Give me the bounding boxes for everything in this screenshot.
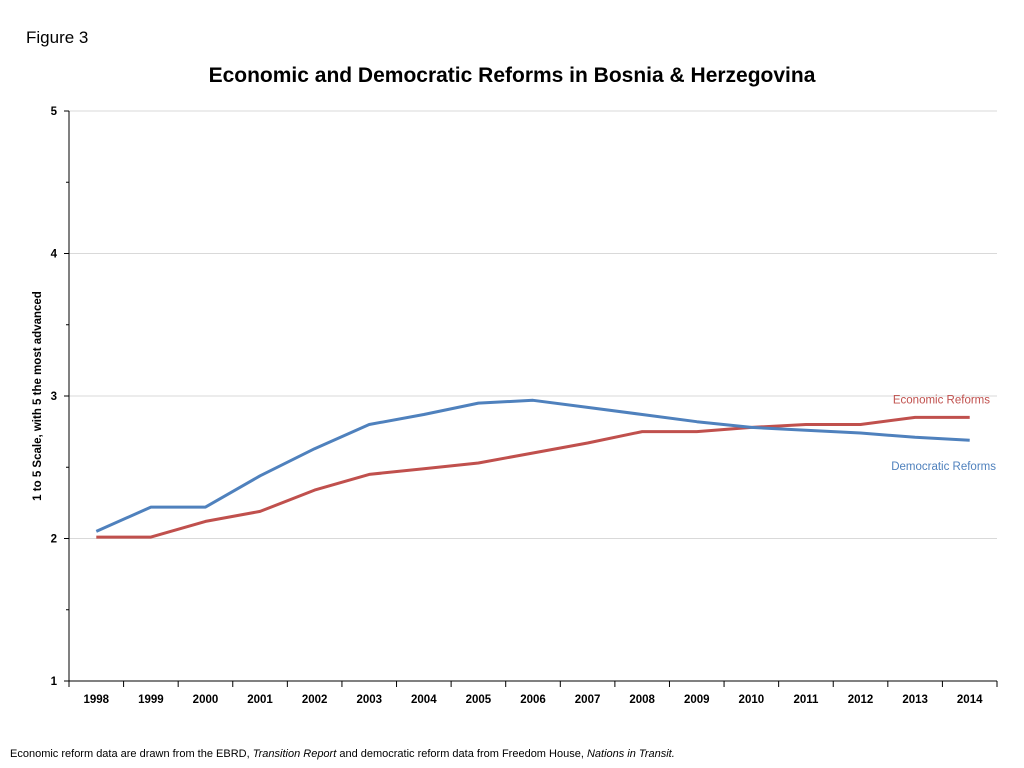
democratic-reforms-line [95, 398, 970, 533]
footnote: Economic reform data are drawn from the … [10, 748, 675, 760]
footnote-text-1: Economic reform data are drawn from the … [10, 748, 253, 760]
x-tick-label: 2011 [793, 694, 819, 706]
x-tick-label: 2008 [629, 694, 655, 706]
x-tick-label: 2000 [193, 694, 219, 706]
chart-title: Economic and Democratic Reforms in Bosni… [208, 64, 816, 87]
y-tick-label: 1 [51, 676, 58, 688]
x-tick-label: 2005 [466, 694, 492, 706]
x-tick-label: 2012 [848, 694, 874, 706]
economic-reforms-line [96, 415, 970, 539]
y-tick-label: 2 [51, 534, 57, 546]
economic-reforms-label: Economic Reforms [893, 394, 990, 406]
x-tick-label: 2003 [356, 694, 382, 706]
footnote-source-1: Transition Report [252, 748, 337, 760]
x-tick-label: 2006 [520, 694, 546, 706]
x-tick-label: 2010 [739, 694, 765, 706]
x-tick-label: 2013 [902, 694, 928, 706]
y-tick-label: 4 [51, 249, 58, 261]
x-tick-label: 1998 [83, 694, 109, 706]
x-tick-label: 2014 [957, 694, 983, 706]
x-tick-label: 2004 [411, 694, 437, 706]
x-tick-label: 2002 [302, 694, 328, 706]
figure-label: Figure 3 [26, 28, 89, 47]
x-tick-label: 2001 [247, 694, 273, 706]
y-tick-label: 5 [51, 106, 58, 118]
footnote-text-2: and democratic reform data from Freedom … [336, 748, 587, 760]
footnote-source-2: Nations in Transit. [586, 748, 675, 760]
x-tick-label: 2009 [684, 694, 710, 706]
x-tick-label: 1999 [138, 694, 164, 706]
y-tick-label: 3 [51, 391, 57, 403]
democratic-reforms-label: Democratic Reforms [891, 461, 996, 473]
x-tick-label: 2007 [575, 694, 601, 706]
